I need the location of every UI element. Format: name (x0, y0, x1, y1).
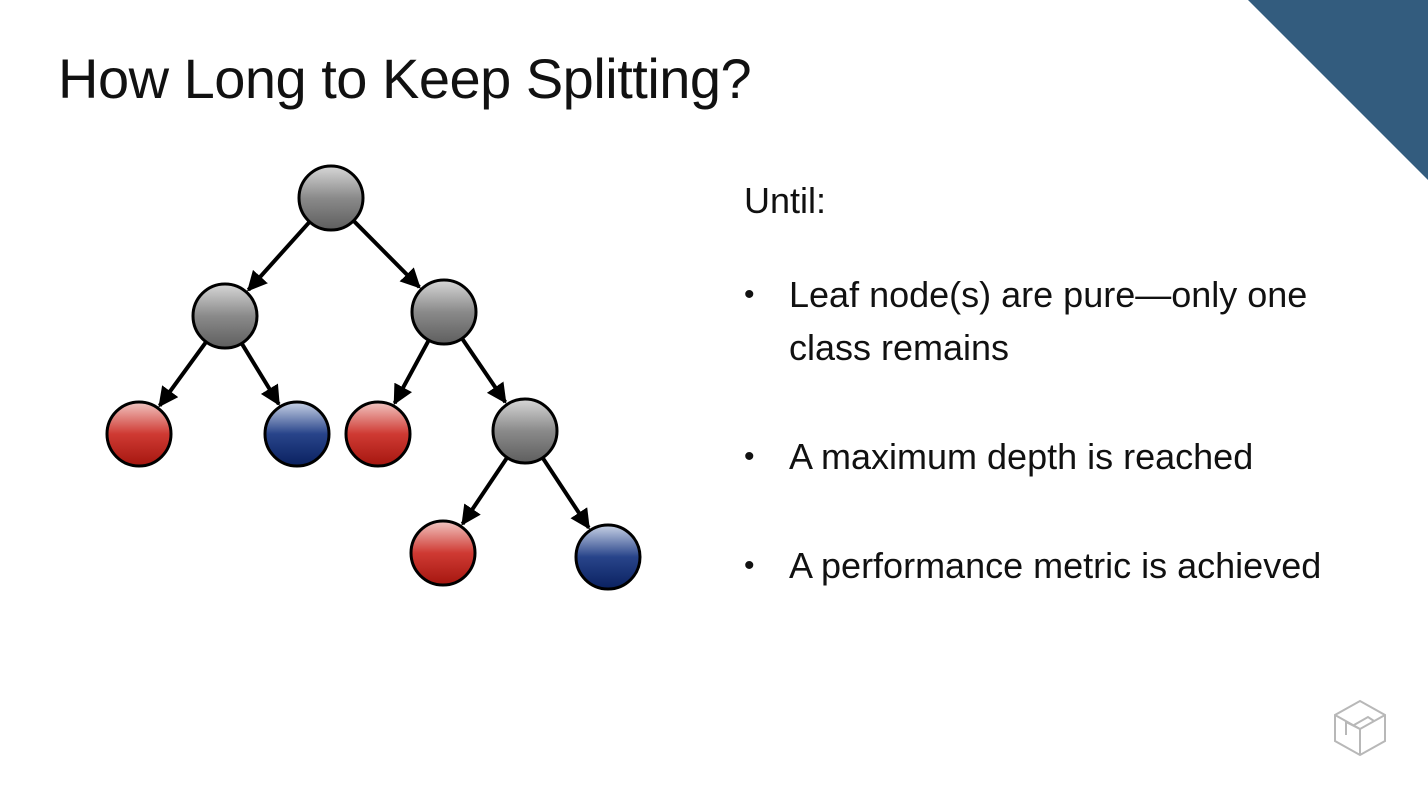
bullet-item: • A performance metric is achieved (744, 539, 1364, 592)
tree-node-leaf-5 (574, 523, 642, 591)
tree-node-leaf-1 (105, 400, 173, 468)
tree-edge-arrow (541, 457, 591, 530)
intro-text: Until: (744, 180, 827, 221)
bullet-dot: • (744, 278, 755, 311)
content-panel: Until: • Leaf node(s) are pure—only one c… (744, 180, 1364, 648)
tree-node-leaf-3 (344, 400, 412, 468)
slide-title: How Long to Keep Splitting? (58, 47, 752, 110)
tree-edge-arrow (352, 220, 421, 289)
tree-edge-arrow (460, 338, 507, 404)
bullet-list: • Leaf node(s) are pure—only one class re… (744, 268, 1364, 592)
tree-node-right-internal (410, 278, 478, 346)
bullet-item: • A maximum depth is reached (744, 430, 1364, 483)
bullet-text: Leaf node(s) are pure—only one class rem… (789, 274, 1308, 368)
bullet-dot: • (744, 549, 755, 582)
bullet-item: • Leaf node(s) are pure—only one class re… (744, 268, 1364, 374)
bullet-text: A maximum depth is reached (789, 436, 1254, 477)
tree-edge-arrow (246, 221, 311, 292)
cube-logo-icon (1334, 699, 1386, 757)
bullet-dot: • (744, 440, 755, 473)
corner-triangle-icon (1248, 0, 1428, 180)
tree-node-deep-internal (491, 397, 559, 465)
tree-node-left-internal (191, 282, 259, 350)
tree-edge-arrow (392, 340, 431, 405)
decision-tree-diagram (105, 164, 642, 591)
tree-node-root (297, 164, 365, 232)
bullet-text: A performance metric is achieved (789, 545, 1322, 586)
tree-node-leaf-4 (409, 519, 477, 587)
tree-edge-arrow (460, 457, 509, 526)
tree-node-leaf-2 (263, 400, 331, 468)
tree-edge-arrow (157, 341, 208, 408)
tree-edge-arrow (240, 343, 281, 406)
